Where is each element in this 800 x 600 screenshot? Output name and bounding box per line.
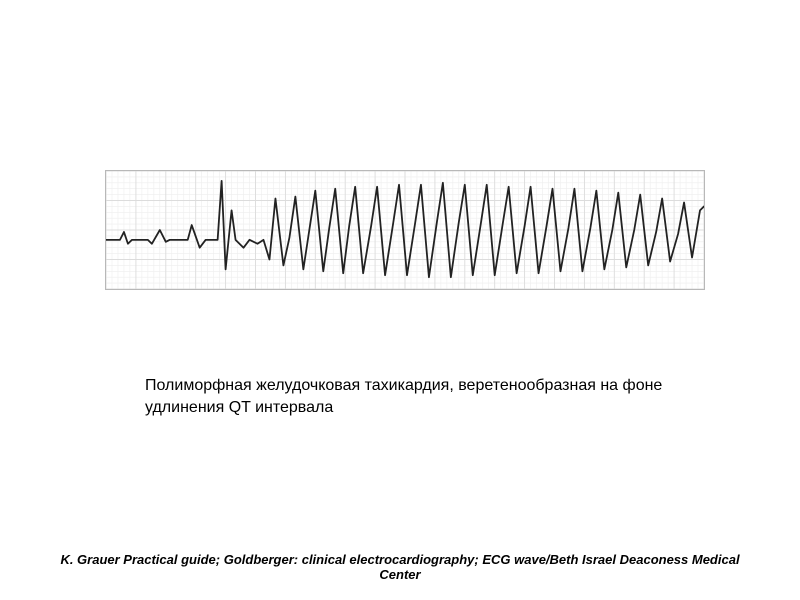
ecg-chart: [106, 171, 704, 289]
ecg-caption: Полиморфная желудочковая тахикардия, вер…: [145, 375, 685, 418]
slide: Полиморфная желудочковая тахикардия, вер…: [0, 0, 800, 600]
citation-text: K. Grauer Practical guide; Goldberger: c…: [40, 552, 760, 582]
ecg-panel: [105, 170, 705, 290]
